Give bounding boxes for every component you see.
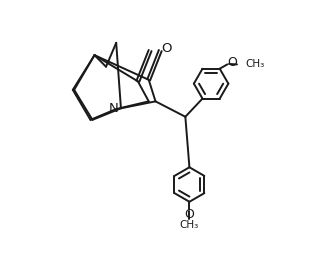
Text: O: O [184,207,194,221]
Text: O: O [228,56,238,69]
Text: N: N [109,102,119,115]
Text: CH₃: CH₃ [245,59,265,69]
Text: O: O [161,42,171,55]
Text: CH₃: CH₃ [180,220,199,230]
